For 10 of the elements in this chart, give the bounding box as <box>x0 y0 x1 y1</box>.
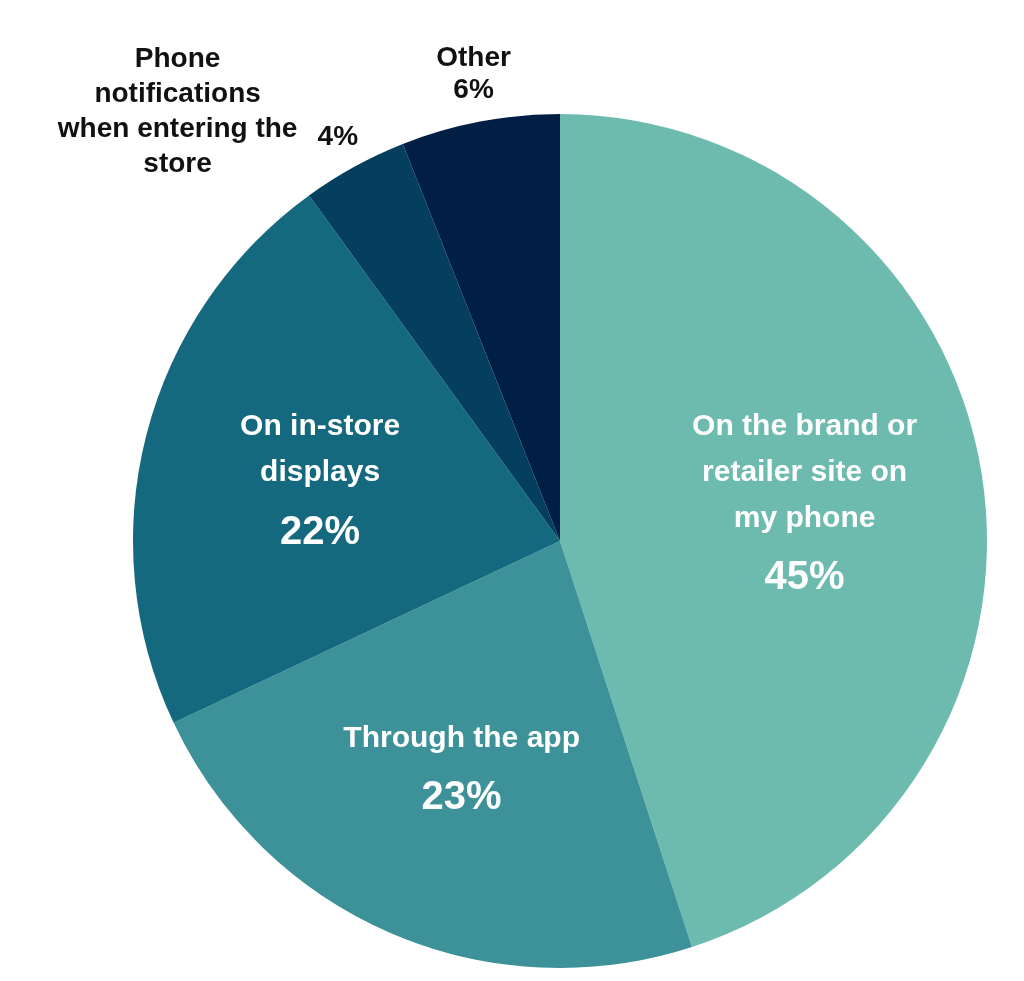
slice-label: Through the app <box>343 719 580 753</box>
data-label: 6% <box>453 72 494 104</box>
slice-label: Other <box>436 40 512 72</box>
data-label: 45% <box>764 553 845 598</box>
slice-label: On the brand or retailer site on my phone <box>692 407 918 533</box>
data-label: 4% <box>317 119 359 151</box>
slice-label: Phone notifications when entering the store <box>56 42 298 179</box>
data-label: 23% <box>421 773 502 818</box>
slice-label: On in-store displays <box>240 407 401 487</box>
data-label: 22% <box>280 507 361 552</box>
